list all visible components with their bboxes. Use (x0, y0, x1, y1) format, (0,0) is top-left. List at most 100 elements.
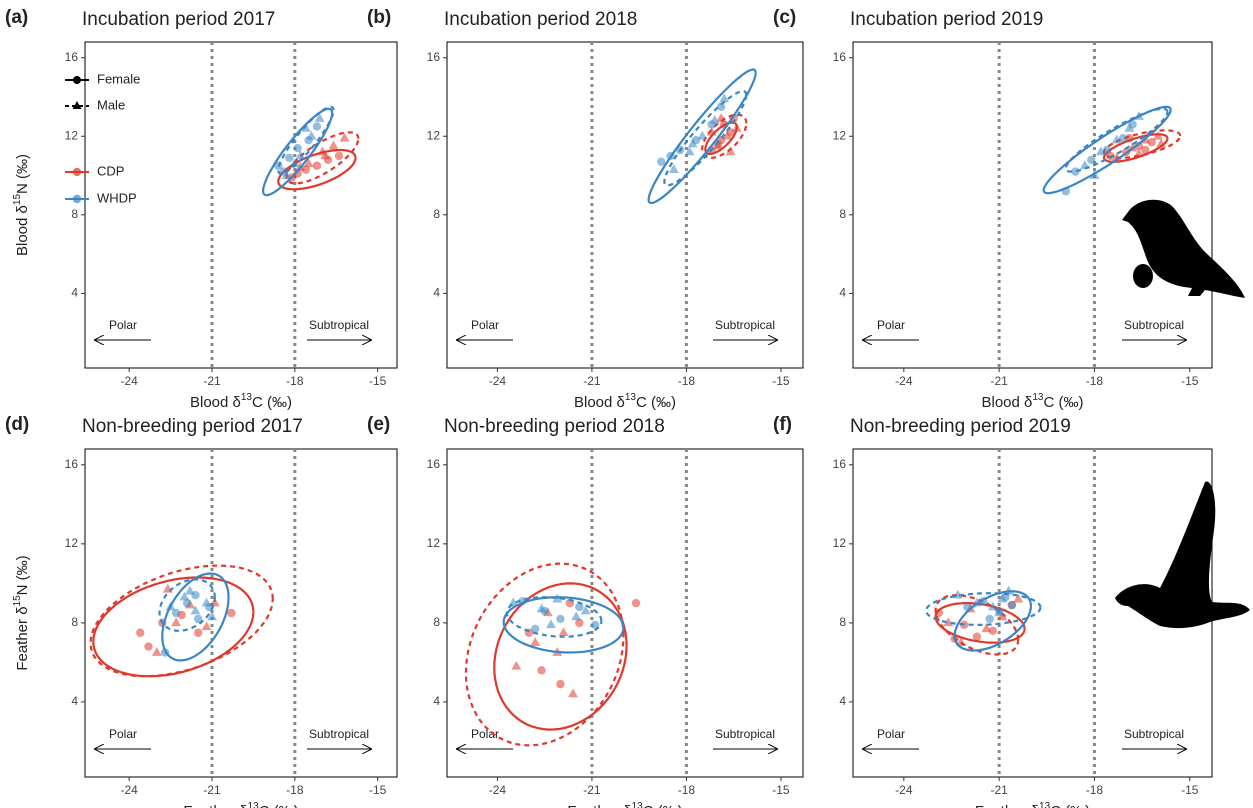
y-tick-label: 8 (71, 615, 78, 629)
annotation: Subtropical (715, 318, 775, 332)
point (571, 611, 582, 621)
ellipse (493, 582, 628, 731)
x-axis-label-part: 13 (1032, 392, 1044, 403)
point (994, 607, 1005, 617)
point (306, 130, 317, 140)
annotation: Subtropical (1124, 727, 1184, 741)
point (997, 593, 1008, 603)
x-axis-label-part: Blood δ (190, 394, 241, 411)
bird-silhouettes (1115, 199, 1250, 629)
point (531, 624, 540, 634)
point (184, 585, 195, 595)
ellipse (158, 578, 216, 632)
x-tick-label: -18 (678, 783, 696, 797)
point (546, 619, 556, 629)
point (144, 642, 153, 651)
point (201, 597, 212, 607)
panel-label: (f) (773, 414, 792, 435)
point (1003, 585, 1014, 595)
panel-title: Incubation period 2017 (82, 9, 275, 30)
x-axis-label-part: Blood δ (981, 394, 1032, 411)
point (301, 165, 311, 174)
annotation: Subtropical (309, 727, 369, 741)
ellipse (663, 89, 748, 187)
x-tick-label: -21 (583, 374, 601, 388)
legend-label: Female (97, 71, 140, 86)
x-tick-label: -24 (489, 783, 507, 797)
annotation: Subtropical (309, 318, 369, 332)
x-tick-label: -18 (286, 374, 304, 388)
point (1102, 145, 1112, 155)
y-tick-label: 12 (427, 536, 441, 550)
x-tick-label: -21 (203, 374, 221, 388)
x-axis-label-part: C (‰) (636, 394, 676, 411)
point (530, 637, 541, 646)
ellipse (261, 107, 334, 197)
x-tick-label: -21 (583, 783, 601, 797)
x-axis-label: Feather δ13C (‰) (975, 801, 1090, 808)
point (136, 628, 145, 637)
y-tick-label: 16 (833, 50, 847, 64)
x-tick-label: -18 (1086, 374, 1104, 388)
y-axis-label-part: Blood δ (14, 205, 31, 256)
plot-frame (852, 41, 1213, 369)
point (709, 115, 720, 124)
point (1071, 167, 1080, 176)
y-axis-label: Blood δ15N (‰) (12, 154, 31, 256)
point (1007, 600, 1017, 610)
y-tick-label: 16 (427, 457, 441, 471)
point (1124, 122, 1135, 132)
flying-bird (1115, 481, 1250, 629)
x-axis-label-part: 13 (248, 801, 260, 808)
point (201, 621, 212, 631)
point (314, 113, 325, 122)
x-axis-label-part: 13 (632, 801, 644, 808)
point (285, 153, 294, 163)
y-tick-label: 16 (427, 50, 441, 64)
point (590, 620, 600, 630)
point (580, 605, 591, 615)
point (227, 608, 236, 618)
x-axis-label: Blood δ13C (‰) (981, 392, 1083, 411)
panel-label: (a) (5, 7, 28, 28)
point (552, 593, 563, 603)
x-axis-label: Blood δ13C (‰) (574, 392, 676, 411)
point (631, 598, 641, 608)
x-tick-label: -24 (489, 374, 507, 388)
point (312, 122, 322, 131)
y-tick-label: 12 (833, 128, 847, 142)
x-tick-label: -18 (286, 783, 304, 797)
y-tick-label: 12 (65, 536, 79, 550)
point (165, 601, 176, 611)
point (1156, 138, 1167, 148)
y-axis-label-part: 15 (12, 194, 23, 206)
panel-title: Incubation period 2019 (850, 9, 1043, 30)
x-tick-label: -15 (772, 374, 790, 388)
y-tick-label: 4 (839, 286, 846, 300)
ellipse (92, 576, 255, 678)
x-tick-label: -15 (1181, 374, 1199, 388)
point (985, 614, 994, 624)
plot-frame (84, 41, 398, 369)
x-tick-label: -21 (990, 374, 1008, 388)
point (334, 151, 344, 161)
ellipse (953, 590, 1032, 652)
point (558, 627, 569, 637)
point (289, 158, 300, 168)
annotation: Subtropical (715, 727, 775, 741)
x-axis-label-part: Feather δ (183, 803, 247, 808)
point (179, 591, 190, 601)
point (719, 93, 730, 103)
point (1141, 145, 1150, 155)
ellipse (647, 68, 757, 205)
x-tick-label: -24 (121, 783, 139, 797)
plot-frame (446, 41, 804, 369)
point (1089, 170, 1100, 179)
point (556, 614, 565, 624)
x-tick-label: -21 (990, 783, 1008, 797)
annotation: Polar (471, 318, 499, 332)
x-tick-label: -24 (121, 374, 139, 388)
x-tick-label: -18 (1086, 783, 1104, 797)
annotation: Polar (471, 727, 499, 741)
point (668, 164, 679, 173)
